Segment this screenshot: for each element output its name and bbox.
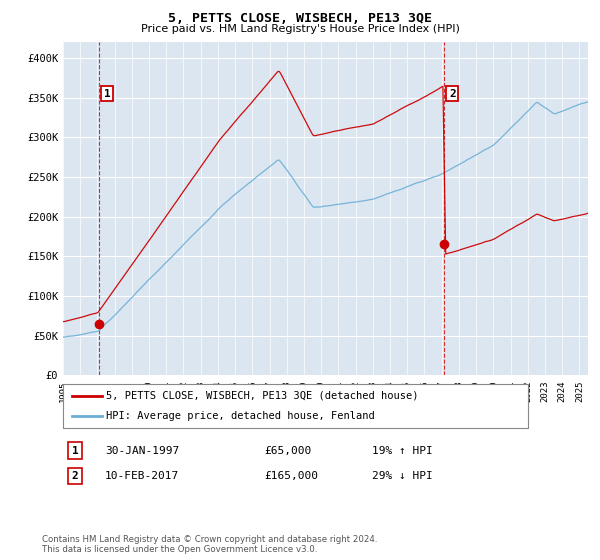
Text: 2: 2 [449,88,455,99]
Text: 10-FEB-2017: 10-FEB-2017 [105,471,179,481]
Text: 29% ↓ HPI: 29% ↓ HPI [372,471,433,481]
Text: 2: 2 [71,471,79,481]
Text: 1: 1 [71,446,79,456]
Text: 30-JAN-1997: 30-JAN-1997 [105,446,179,456]
Text: 5, PETTS CLOSE, WISBECH, PE13 3QE: 5, PETTS CLOSE, WISBECH, PE13 3QE [168,12,432,25]
Text: 19% ↑ HPI: 19% ↑ HPI [372,446,433,456]
Text: £165,000: £165,000 [264,471,318,481]
Text: 5, PETTS CLOSE, WISBECH, PE13 3QE (detached house): 5, PETTS CLOSE, WISBECH, PE13 3QE (detac… [106,391,419,401]
Text: Contains HM Land Registry data © Crown copyright and database right 2024.
This d: Contains HM Land Registry data © Crown c… [42,535,377,554]
Text: £65,000: £65,000 [264,446,311,456]
Text: Price paid vs. HM Land Registry's House Price Index (HPI): Price paid vs. HM Land Registry's House … [140,24,460,34]
Text: 1: 1 [104,88,111,99]
Text: HPI: Average price, detached house, Fenland: HPI: Average price, detached house, Fenl… [106,411,375,421]
